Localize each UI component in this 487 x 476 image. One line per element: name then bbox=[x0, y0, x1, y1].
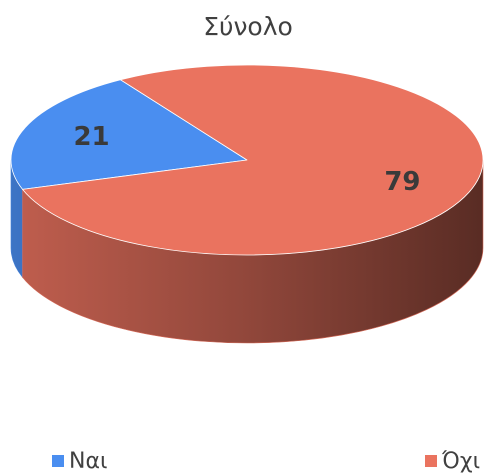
legend-label: Ναι bbox=[69, 449, 107, 474]
legend-swatch bbox=[425, 455, 437, 467]
chart-title: Σύνολο bbox=[203, 12, 293, 41]
data-label: 79 bbox=[384, 167, 420, 197]
legend-swatch bbox=[52, 455, 64, 467]
legend-label: Όχι bbox=[441, 449, 480, 474]
slice bbox=[22, 64, 484, 256]
slice bbox=[10, 79, 248, 190]
data-label: 21 bbox=[73, 122, 109, 152]
